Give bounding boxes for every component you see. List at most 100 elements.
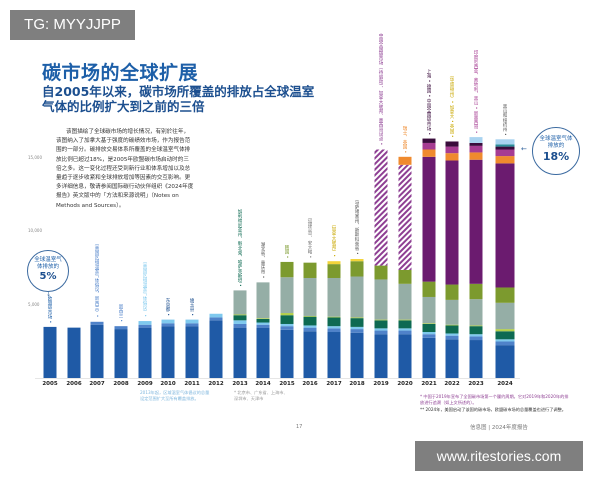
x-tick-label: 2006 xyxy=(66,381,82,387)
bar-segment-2024-series-2 xyxy=(495,341,515,346)
bar-annotation-2007: （美国区域温室气体倡议，新西兰）• xyxy=(94,241,99,318)
bar-segment-2015-series-5 xyxy=(280,313,294,316)
bar-segment-2024-series-14 xyxy=(495,144,515,147)
bar-segment-2012-series-3 xyxy=(209,313,223,318)
bar-segment-2024-series-12 xyxy=(495,149,515,157)
bar-segment-2011-series-2 xyxy=(185,323,199,327)
bar-segment-2023-series-6 xyxy=(469,299,483,326)
bar-segment-2023-series-7 xyxy=(469,283,483,300)
bar-segment-2016-series-7 xyxy=(303,262,317,278)
bar-segment-2024-series-5 xyxy=(495,329,515,332)
bar-segment-2010-series-3 xyxy=(161,319,175,324)
x-tick-label: 2023 xyxy=(468,381,484,387)
bar-segment-2017-series-3 xyxy=(327,326,341,329)
bar-segment-2021-series-12 xyxy=(422,142,436,150)
bar-segment-2020-series-9 xyxy=(398,164,412,270)
bar-segment-2023-series-1 xyxy=(469,340,483,378)
bar-segment-2014-series-1 xyxy=(256,327,270,378)
x-tick-label: 2020 xyxy=(397,381,413,387)
bar-segment-2013-series-3 xyxy=(233,320,247,324)
bar-segment-2016-series-5 xyxy=(303,315,317,317)
bar-segment-2024-series-6 xyxy=(495,302,515,330)
bar-segment-2019-series-2 xyxy=(374,330,388,335)
bar-segment-2020-series-5 xyxy=(398,319,412,321)
bar-annotation-2016: （福建省）、安大略 • xyxy=(307,215,312,259)
bar-annotation-2018: 马萨诸塞州、新斯科舍省 • xyxy=(354,200,359,256)
bar-segment-2021-series-10 xyxy=(422,156,436,282)
y-tick-label: 5,000 xyxy=(28,302,40,307)
bar-segment-2018-series-5 xyxy=(350,317,364,319)
bar-segment-2020-series-3 xyxy=(398,328,412,331)
arrow-down-icon: ↓ xyxy=(46,291,52,298)
page-title: 碳市场的全球扩展 xyxy=(42,62,199,84)
x-tick-label: 2015 xyxy=(279,381,295,387)
bar-segment-2020-series-7 xyxy=(398,269,412,284)
footnote-left-a: 2013年起，区域温室气体倡议的总量设定范围扩大至所有覆盖排放。 xyxy=(140,390,210,401)
watermark-top-left: TG: MYYJJPP xyxy=(10,10,135,40)
bar-segment-2009-series-2 xyxy=(138,324,152,328)
bar-segment-2024-series-1 xyxy=(495,345,515,378)
bar-segment-2020-series-4 xyxy=(398,320,412,329)
bar-segment-2021-series-1 xyxy=(422,337,436,378)
bar-segment-2022-series-3 xyxy=(445,333,459,336)
bar-segment-2009-series-1 xyxy=(138,327,152,378)
bar-segment-2021-series-11 xyxy=(422,149,436,157)
bar-segment-2021-series-3 xyxy=(422,332,436,335)
bar-segment-2018-series-3 xyxy=(350,326,364,330)
bar-segment-2018-series-7 xyxy=(350,261,364,277)
arrow-left-icon: ← xyxy=(521,145,527,153)
callout-label: 全球温室气体排放的 xyxy=(539,136,573,149)
bar-segment-2019-series-7 xyxy=(374,265,388,280)
description-paragraph: 该图描绘了全球碳市场的增长情况，有别於往年，该图纳入了加拿大基于强度的碳绩效市场… xyxy=(56,129,194,209)
page-subtitle: 自2005年以来，碳市场所覆盖的排放占全球温室气体的比例扩大到之前的三倍 xyxy=(42,84,315,114)
bar-segment-2022-series-13 xyxy=(445,141,459,147)
x-tick-label: 2022 xyxy=(444,381,460,387)
bar-segment-2017-series-1 xyxy=(327,332,341,378)
callout-start-share: 全球温室气体排放的 5% xyxy=(27,250,69,292)
bar-annotation-2020: 瑞士、英国 • xyxy=(402,125,407,153)
callout-end-share: 全球温室气体排放的 18% xyxy=(532,127,580,175)
bar-annotation-2013: 加利福尼亚州、魁北克、哈萨克斯坦 • xyxy=(237,208,242,287)
bar-segment-2023-series-4 xyxy=(469,326,483,335)
bar-segment-2011-series-3 xyxy=(185,319,199,324)
bar-segment-2021-series-6 xyxy=(422,296,436,324)
bar-segment-2022-series-11 xyxy=(445,153,459,161)
bar-segment-2016-series-4 xyxy=(303,316,317,326)
bar-segment-2020-series-6 xyxy=(398,283,412,320)
bar-segment-2022-series-5 xyxy=(445,324,459,326)
bar-segment-2023-series-2 xyxy=(469,336,483,341)
x-tick-label: 2016 xyxy=(302,381,318,387)
bar-segment-2022-series-6 xyxy=(445,299,459,325)
bar-segment-2018-series-6 xyxy=(350,276,364,318)
bar-segment-2015-series-2 xyxy=(280,326,294,330)
bar-segment-2023-series-10 xyxy=(469,159,483,284)
bar-annotation-2023: 印度尼西亚、奥地利、黑山 • 新墨西哥 • xyxy=(473,49,478,134)
bar-annotation-2021: 上海 • 德国 • 中国全国碳市场 • xyxy=(426,68,431,135)
x-tick-label: 2008 xyxy=(113,381,129,387)
bar-segment-2019-series-3 xyxy=(374,328,388,331)
bar-segment-2015-series-4 xyxy=(280,315,294,324)
bar-segment-2018-series-2 xyxy=(350,329,364,333)
bar-segment-2023-series-12 xyxy=(469,145,483,153)
bar-segment-2023-series-15 xyxy=(469,137,483,143)
bar-segment-2024-series-4 xyxy=(495,331,515,340)
bar-segment-2014-series-4 xyxy=(256,318,270,323)
bar-segment-2008-series-2 xyxy=(114,326,128,330)
bar-segment-2021-series-2 xyxy=(422,334,436,338)
bar-segment-2021-series-7 xyxy=(422,281,436,297)
bar-segment-2017-series-7 xyxy=(327,264,341,278)
bar-segment-2017-series-4 xyxy=(327,317,341,327)
bar-segment-2024-series-15 xyxy=(495,139,515,145)
x-tick-label: 2018 xyxy=(349,381,365,387)
bar-segment-2022-series-10 xyxy=(445,160,459,285)
bar-segment-2024-series-13 xyxy=(495,146,515,150)
bar-segment-2020-series-1 xyxy=(398,334,412,378)
bar-segment-2022-series-12 xyxy=(445,146,459,154)
x-tick-label: 2013 xyxy=(232,381,248,387)
footnote-right-b: ** 2024年，美国启动了该国的碳市场，欧盟碳市场的总量覆盖也进行了调整。 xyxy=(420,407,566,412)
bar-segment-2024-series-11 xyxy=(495,156,515,164)
bar-annotation-2024: 黑山和纽约州 • xyxy=(502,103,507,136)
bar-segment-2016-series-6 xyxy=(303,277,317,316)
footnote-right-a: * 中国于2019年宣布了全国碳市场第一个履约周期。它对2019年和2020年的… xyxy=(420,394,569,405)
watermark-bottom-right: www.ritestories.com xyxy=(415,441,583,471)
